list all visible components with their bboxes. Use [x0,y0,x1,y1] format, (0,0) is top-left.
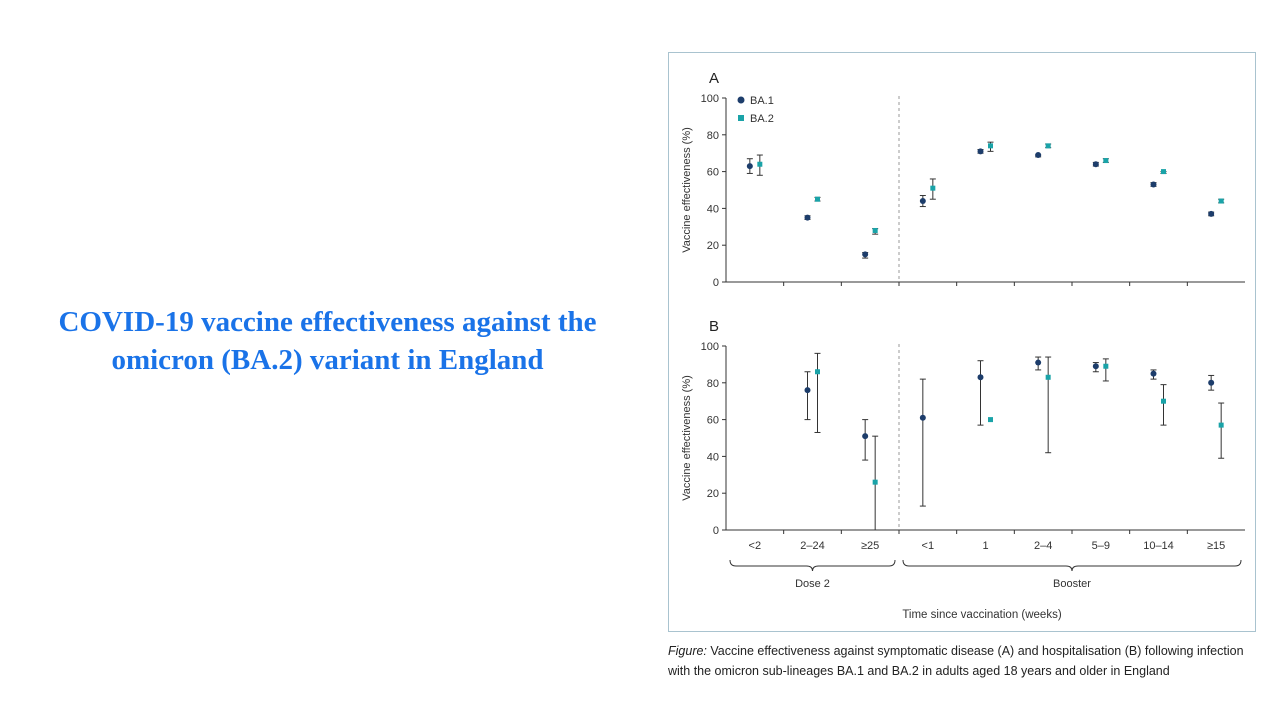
x-tick-label: <1 [922,540,935,552]
BA.2-point [1103,158,1109,164]
BA.1-point [919,414,926,421]
caption-text: Vaccine effectiveness against symptomati… [668,644,1244,678]
BA.2-point [1161,169,1166,175]
y-tick-label: 40 [707,203,719,215]
BA.1-point [862,433,869,440]
BA.2-point [1218,422,1224,428]
x-tick-label: 2–24 [800,540,824,552]
BA.1-point [1208,379,1215,386]
caption-label: Figure: [668,644,707,658]
slide-title: COVID-19 vaccine effectiveness against t… [58,306,597,376]
BA.1-point [746,163,753,170]
BA.2-point [1103,363,1109,369]
BA.1-point [1092,161,1099,168]
legend-label: BA.1 [750,95,774,107]
BA.1-point [804,214,811,221]
BA.1-point [804,387,811,394]
BA.2-point [815,369,820,375]
BA.1-point [1150,370,1157,377]
legend-marker-ba1 [737,96,745,104]
BA.2-point [1161,398,1166,404]
y-tick-label: 100 [701,341,719,353]
x-tick-label: 5–9 [1092,540,1110,552]
panel-A-label: A [709,70,719,87]
BA.2-point [988,417,993,423]
BA.1-point [919,198,926,205]
BA.2-point [815,196,820,202]
BA.2-point [872,227,878,233]
y-tick-label: 20 [707,488,719,500]
chart-svg: A 0 20 40 60 80 100 Vaccine effectiveness (%) BA… [681,70,1245,621]
panel-A-y-axis-label: Vaccine effectiveness (%) [681,127,693,253]
x-tick-label: ≥15 [1207,540,1225,552]
legend-label: BA.2 [750,113,774,125]
x-tick-label: <2 [749,540,762,552]
BA.1-point [1035,359,1042,366]
BA.2-point [1045,143,1051,149]
y-tick-label: 60 [707,167,719,179]
BA.1-point [1150,181,1157,188]
y-tick-label: 80 [707,378,719,390]
BA.1-point [1092,363,1099,370]
y-tick-label: 40 [707,451,719,463]
BA.1-point [862,251,869,258]
y-tick-label: 80 [707,130,719,142]
y-tick-label: 20 [707,240,719,252]
dose2-group-label: Dose 2 [795,578,830,590]
panel-B-label: B [709,318,719,335]
y-tick-label: 60 [707,415,719,427]
dose2-brace [729,559,896,572]
BA.2-point [988,143,993,149]
y-tick-label: 100 [701,93,719,105]
BA.1-point [977,374,984,381]
BA.2-point [930,185,936,191]
x-tick-label: 2–4 [1034,540,1052,552]
figure-panel: A 0 20 40 60 80 100 Vaccine effectiveness (%) BA… [668,52,1256,632]
BA.2-point [757,161,763,167]
booster-group-label: Booster [1053,578,1091,590]
x-tick-label: 1 [982,540,988,552]
panel-B-y-axis-label: Vaccine effectiveness (%) [681,375,693,501]
legend-marker-ba2 [738,115,744,121]
x-axis-label: Time since vaccination (weeks) [902,609,1062,621]
BA.2-point [1218,198,1224,204]
figure-caption: Figure: Vaccine effectiveness against sy… [668,641,1258,681]
y-tick-label: 0 [713,277,719,289]
x-tick-label: ≥25 [861,540,879,552]
BA.1-point [1208,210,1215,217]
booster-brace [902,559,1242,572]
BA.1-point [1035,152,1042,159]
BA.1-point [977,148,984,155]
x-tick-label: 10–14 [1143,540,1174,552]
BA.2-point [872,479,878,485]
BA.2-point [1045,374,1051,380]
y-tick-label: 0 [713,525,719,537]
